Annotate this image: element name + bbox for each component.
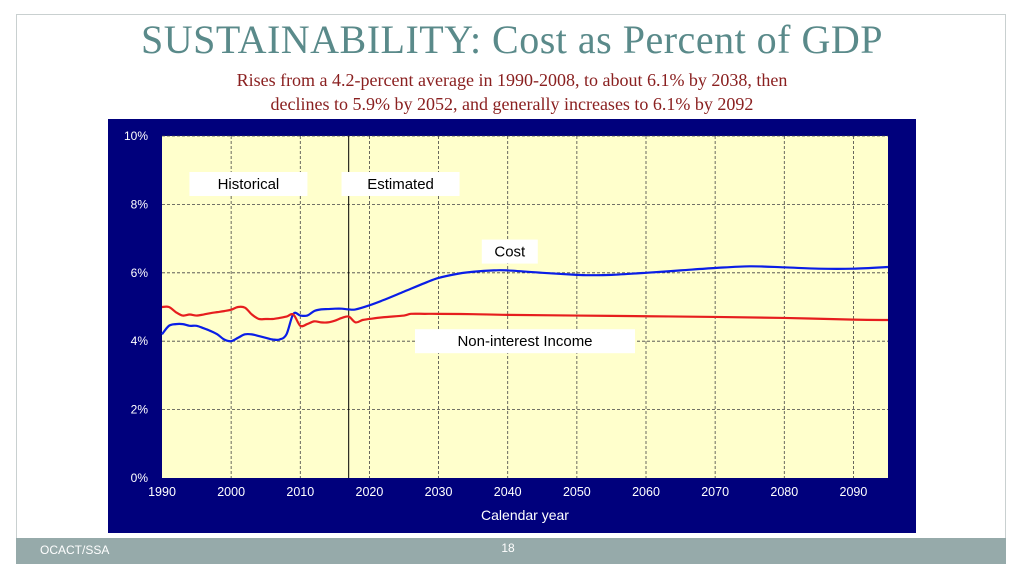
subtitle-line-1: Rises from a 4.2-percent average in 1990… [236,70,788,90]
page-number: 18 [501,541,515,555]
slide-title: SUSTAINABILITY: Cost as Percent of GDP [140,17,884,62]
x-axis-label: Calendar year [481,507,569,523]
y-tick-label: 6% [131,266,149,280]
x-tick-label: 2090 [840,485,868,499]
income-line [161,305,889,328]
x-tick-label: 2070 [701,485,729,499]
slide-subtitle: Rises from a 4.2-percent average in 1990… [0,68,1024,116]
y-tick-label: 10% [124,129,148,143]
x-tick-label: 2060 [632,485,660,499]
x-tick-label: 1990 [148,485,176,499]
footer-source: OCACT/SSA [40,543,110,557]
historical-label-box [189,172,308,196]
x-tick-label: 2030 [425,485,453,499]
x-tick-label: 2050 [563,485,591,499]
y-tick-label: 2% [131,403,149,417]
y-tick-label: 8% [131,197,149,211]
x-tick-label: 2080 [770,485,798,499]
cost-line [161,265,889,343]
historical-label: Historical [218,176,280,193]
x-tick-label: 2020 [356,485,384,499]
cost-annotation: Cost [494,244,526,261]
income-annotation: Non-interest Income [457,333,592,350]
cost-annotation-box [481,239,538,264]
footer-bar [16,538,1006,564]
income-annotation-box [415,329,635,354]
estimated-label: Estimated [367,176,434,193]
x-tick-label: 2010 [286,485,314,499]
y-tick-label: 4% [131,334,149,348]
x-tick-label: 2040 [494,485,522,499]
line-chart: 0% 2% 4% 6% 8% 10% 1990 2000 2010 2020 2030 2040 205… [124,129,889,523]
chart-panel: 0% 2% 4% 6% 8% 10% 1990 2000 2010 2020 2030 2040 205… [108,119,916,533]
y-tick-label: 0% [131,471,149,485]
estimated-label-box [341,172,460,196]
subtitle-line-2: declines to 5.9% by 2052, and generally … [270,94,754,114]
x-tick-label: 2000 [217,485,245,499]
slide-frame [16,14,1006,538]
